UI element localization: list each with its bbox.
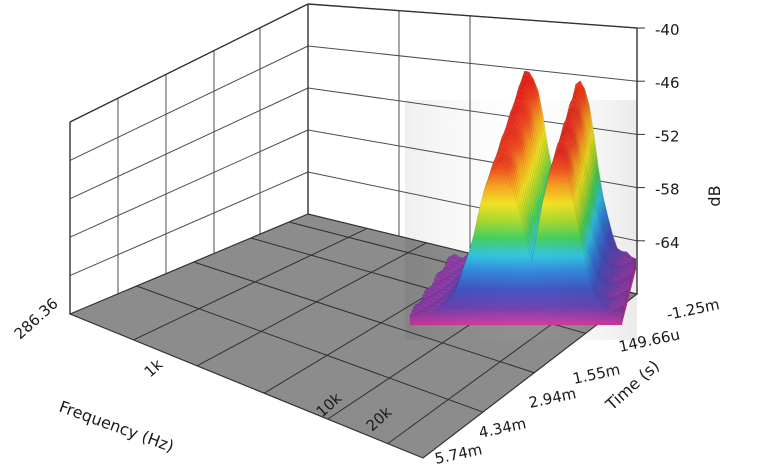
left-wall [70,4,308,314]
db-tick-label: -40 [655,21,680,39]
frequency-tick-label: 1k [141,355,167,381]
frequency-axis-label: Frequency (Hz) [57,397,177,456]
db-tick-label: -52 [655,127,680,145]
chart-frame [69,3,638,314]
db-axis-label: dB [705,185,724,206]
time-tick-label: 2.94m [527,384,578,412]
db-axis-ticks: -40 -46 -52 -58 -64 [637,21,680,252]
time-tick-label: -1.25m [665,295,721,324]
frequency-tick-label: 286.36 [11,294,62,343]
wall-grid [69,3,638,294]
time-tick-label: 1.55m [571,360,622,388]
db-tick-label: -46 [655,74,680,92]
time-tick-label: 149.66u [617,325,681,355]
time-tick-label: 4.34m [477,414,528,442]
db-tick-label: -58 [655,181,680,199]
db-tick-label: -64 [655,234,680,252]
spectral-surface [405,70,637,340]
